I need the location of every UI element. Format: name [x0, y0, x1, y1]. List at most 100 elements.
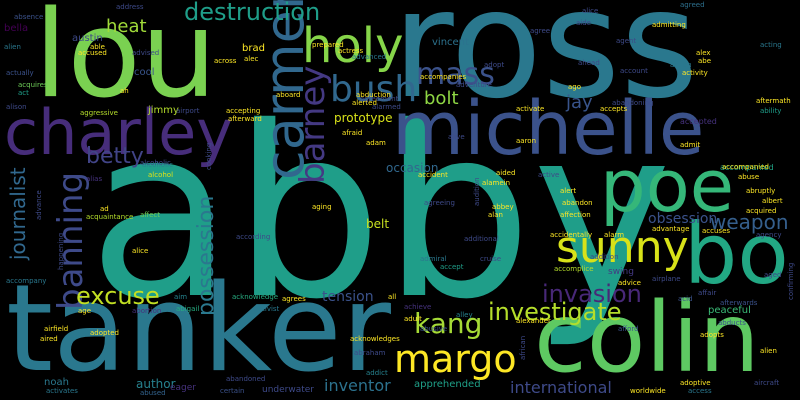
word-abusive: abusive	[420, 325, 448, 333]
word-aftermath: aftermath	[756, 97, 791, 105]
word-ability: ability	[760, 107, 782, 115]
word-active: active	[538, 171, 560, 179]
word-agent: agent	[616, 37, 637, 45]
word-alec: alec	[244, 55, 259, 63]
word-jimmy: jimmy	[148, 105, 179, 116]
word-adopted: adopted	[90, 329, 119, 337]
word-advised: advised	[132, 49, 160, 57]
word-accept: accept	[440, 263, 464, 271]
word-advanced: advanced	[352, 53, 387, 61]
word-occasion: occasion	[386, 161, 439, 175]
word-acquires: acquires	[18, 81, 48, 89]
word-charley: charley	[4, 96, 233, 169]
word-accompanied: accompanied	[720, 163, 774, 172]
word-bo: bo	[684, 205, 789, 303]
word-aided: aided	[496, 169, 516, 177]
word-agree: agree	[530, 27, 551, 35]
word-journalist: journalist	[6, 167, 30, 260]
word-betty: betty	[86, 144, 144, 169]
word-alien: alien	[4, 43, 21, 51]
word-belt: belt	[366, 217, 390, 231]
word-account: account	[620, 67, 648, 75]
word-activist: activist	[254, 305, 280, 313]
word-alcoholic-2: alcoholic	[140, 159, 171, 167]
word-actress: actress	[338, 47, 364, 55]
word-actually: actually	[6, 69, 34, 77]
word-alarm: alarm	[604, 231, 625, 239]
word-tension: tension	[322, 289, 374, 305]
word-ahead: ahead	[578, 59, 600, 67]
word-accused: accused	[78, 49, 107, 57]
word-african: african	[519, 335, 527, 360]
word-advice: advice	[618, 279, 641, 287]
word-destruction: destruction	[184, 0, 321, 26]
word-abigail: abigail	[176, 305, 200, 313]
word-accepts: accepts	[600, 105, 628, 113]
word-international: international	[510, 378, 612, 397]
word-accompanied-2: accompanied	[722, 163, 769, 171]
word-aggressive: aggressive	[80, 109, 118, 117]
word-ago: ago	[568, 83, 582, 91]
word-ad: ad	[100, 205, 109, 213]
word-activity: activity	[682, 69, 708, 77]
word-agreed: agreed	[680, 1, 705, 9]
word-prepared: prepared	[312, 41, 344, 49]
word-ah: ah	[120, 87, 129, 95]
word-alexander: alexander	[516, 317, 551, 325]
word-acid: acid	[678, 295, 693, 303]
word-abortion: abortion	[132, 307, 162, 315]
word-adopt: adopt	[484, 61, 505, 69]
word-eager: eager	[170, 383, 197, 393]
word-affection: affection	[560, 211, 591, 219]
word-alcoholic: alcoholic	[142, 161, 173, 169]
word-lou: lou	[34, 0, 217, 125]
word-cruise: cruise	[480, 255, 502, 263]
word-abruptly: abruptly	[746, 187, 776, 195]
word-accident: accident	[418, 171, 448, 179]
word-aircraft: aircraft	[754, 379, 780, 387]
word-address: address	[116, 3, 144, 11]
word-age: age	[78, 307, 92, 315]
word-abandon: abandon	[562, 199, 593, 207]
word-kang: kang	[414, 307, 483, 340]
word-adopts: adopts	[700, 331, 724, 339]
word-alerted: alerted	[352, 99, 377, 107]
word-alison: alison	[6, 103, 27, 111]
word-abducts: abducts	[718, 319, 746, 327]
word-afford: afford	[618, 325, 639, 333]
word-acquaintance: acquaintance	[86, 213, 134, 221]
word-swing: swing	[608, 267, 634, 277]
word-alex: alex	[696, 49, 711, 57]
word-bella: bella	[4, 23, 29, 34]
word-adam: adam	[366, 139, 386, 147]
word-excuse: excuse	[76, 282, 160, 310]
word-accomplice: accomplice	[554, 265, 594, 273]
word-aged: aged	[764, 271, 782, 279]
word-poe: poe	[600, 144, 735, 228]
word-agreeing: agreeing	[424, 199, 455, 207]
word-activate: activate	[516, 105, 545, 113]
word-abandoned: abandoned	[226, 375, 266, 383]
word-underwater: underwater	[262, 385, 315, 395]
word-abduction: abduction	[356, 91, 391, 99]
word-weapon: weapon	[710, 210, 789, 234]
word-abandoning: abandoning	[612, 99, 654, 107]
word-tanker: tanker	[6, 260, 392, 399]
word-acknowledge: acknowledge	[232, 293, 279, 301]
word-all: all	[388, 293, 397, 301]
word-albert: albert	[762, 197, 783, 205]
word-colin: colin	[534, 282, 760, 394]
word-bush: bush	[330, 69, 418, 110]
word-audition: audition	[473, 177, 481, 206]
word-acknowledges: acknowledges	[350, 335, 400, 343]
word-abraham: abraham	[354, 349, 386, 357]
word-alarmed: alarmed	[372, 103, 401, 111]
word-apprehended: apprehended	[414, 379, 481, 390]
word-alive: alive	[448, 133, 465, 141]
word-alley: alley	[456, 311, 473, 319]
word-accepted: accepted	[680, 117, 717, 126]
word-noah: noah	[44, 377, 69, 388]
word-jay: jay	[566, 92, 593, 113]
word-abbey: abbey	[492, 203, 514, 211]
word-michelle: michelle	[392, 86, 705, 172]
